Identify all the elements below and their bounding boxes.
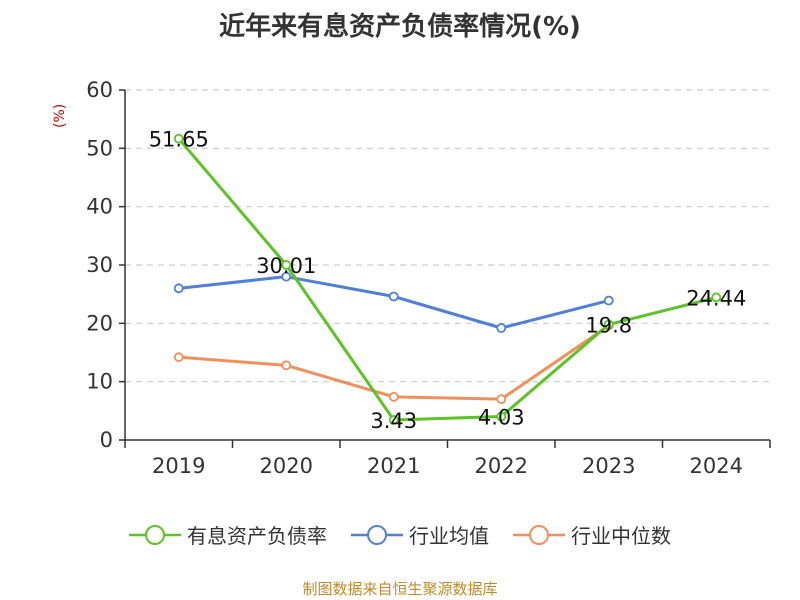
legend-label: 行业均值 [409, 524, 489, 548]
data-label: 24.44 [686, 286, 746, 310]
data-label: 4.03 [478, 405, 525, 429]
y-tick-label: 20 [86, 311, 113, 335]
data-point [173, 133, 184, 144]
y-tick-label: 50 [86, 136, 113, 160]
legend-label: 行业中位数 [571, 524, 671, 548]
data-point [603, 295, 614, 306]
legend-item: 行业中位数 [513, 520, 671, 549]
data-point [281, 260, 292, 270]
grid-lines [125, 89, 770, 383]
legend: 有息资产负债率 行业均值 行业中位数 [0, 520, 800, 549]
legend-swatch [129, 524, 181, 545]
y-tick-label: 40 [86, 195, 113, 219]
x-tick-label: 2024 [690, 454, 743, 478]
x-tick-label: 2021 [367, 454, 420, 478]
data-point [711, 292, 722, 303]
legend-swatch [513, 524, 565, 545]
data-label: 30.01 [256, 254, 316, 278]
x-tick-label: 2020 [260, 454, 313, 478]
x-axis: 2019 2020 2021 2022 2023 2024 [124, 439, 771, 478]
series-lines [173, 133, 722, 425]
y-tick-label: 10 [86, 370, 113, 394]
data-point [496, 323, 507, 333]
legend-item: 有息资产负债率 [129, 520, 327, 549]
data-point [173, 283, 184, 294]
y-axis: 0 10 20 30 40 50 60 [86, 78, 126, 452]
x-tick-label: 2023 [582, 454, 635, 478]
data-point [388, 291, 399, 302]
data-label: 51.65 [149, 128, 209, 152]
data-labels: 51.65 30.01 3.43 4.03 19.8 24.44 [149, 128, 747, 433]
source-note: 制图数据来自恒生聚源数据库 [302, 580, 498, 598]
legend-swatch [351, 524, 403, 545]
x-tick-label: 2019 [152, 454, 205, 478]
chart-title: 近年来有息资产负债率情况(%) [219, 12, 581, 42]
data-point [388, 415, 399, 425]
data-label: 3.43 [370, 409, 417, 433]
data-point [388, 391, 399, 402]
legend-item: 行业均值 [351, 520, 489, 549]
data-point [173, 352, 184, 363]
series-line [178, 275, 610, 330]
x-tick-label: 2022 [475, 454, 528, 478]
y-tick-label: 30 [86, 253, 113, 277]
data-point [496, 394, 507, 405]
data-label: 19.8 [585, 314, 632, 338]
series-line [177, 137, 717, 422]
legend-label: 有息资产负债率 [187, 524, 327, 548]
y-tick-label: 0 [100, 428, 113, 452]
data-point [281, 271, 292, 282]
data-point [496, 411, 507, 422]
series-line [178, 324, 610, 401]
data-point [281, 360, 292, 371]
y-tick-label: 60 [86, 78, 113, 102]
data-point [603, 319, 614, 330]
